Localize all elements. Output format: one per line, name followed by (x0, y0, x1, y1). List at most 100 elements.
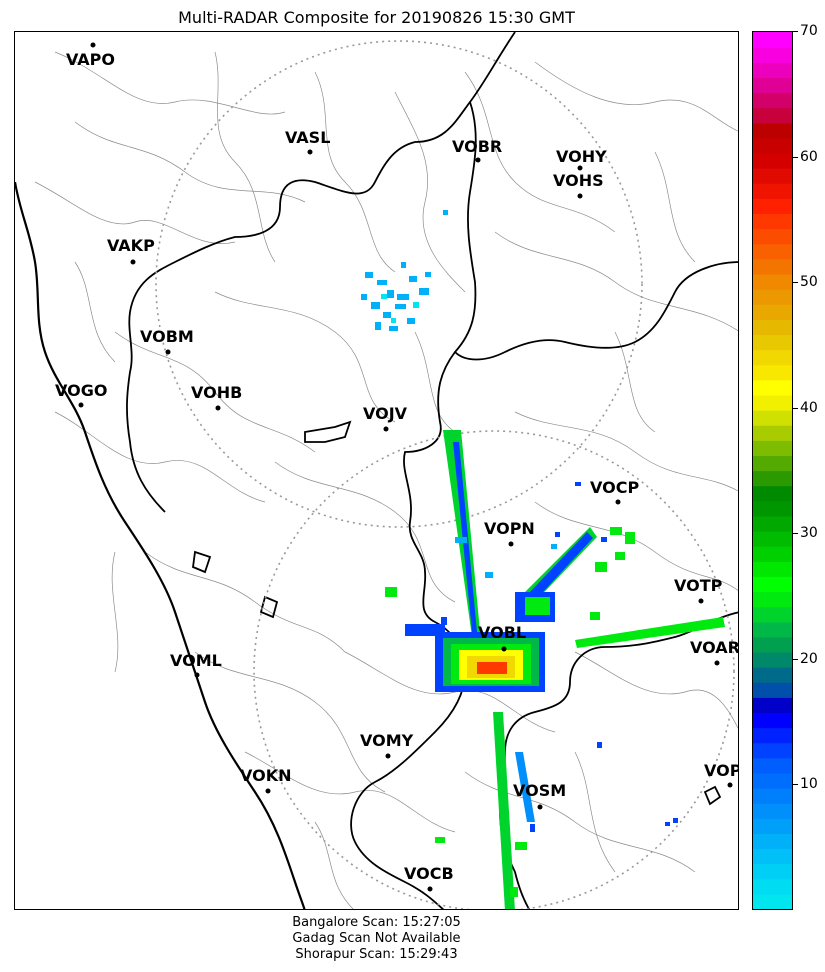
colorbar-band (753, 92, 792, 109)
station-label: VOGO (55, 381, 107, 400)
colorbar-tick (793, 156, 798, 158)
colorbar-band (753, 47, 792, 63)
bangalore-scan-status: Bangalore Scan: 15:27:05 (292, 915, 461, 930)
station-voml: VOML (170, 651, 222, 678)
colorbar-band (753, 410, 792, 426)
station-label: VOBL (478, 623, 526, 642)
core-echo (405, 592, 555, 692)
colorbar-band (753, 621, 792, 638)
colorbar-band (753, 349, 792, 366)
colorbar-tick (793, 282, 798, 284)
colorbar-band (753, 364, 792, 381)
station-markers: VAPO VASL VOBR VOHY VOHS VAKP VOBM VOGO VOHB VOJV… (55, 42, 739, 892)
colorbar-band (753, 455, 792, 472)
station-dot (78, 402, 84, 408)
station-dot (215, 405, 221, 411)
colorbar-band (753, 682, 792, 698)
station-vohs: VOHS (553, 171, 604, 199)
station-dot (307, 149, 313, 155)
station-vopc: VOPC (704, 761, 738, 788)
station-label: VOCP (590, 478, 639, 497)
station-vasl: VASL (285, 128, 330, 155)
colorbar-band (753, 319, 792, 336)
colorbar-band (753, 62, 792, 78)
station-label: VOSM (513, 781, 566, 800)
station-vocp: VOCP (590, 478, 639, 505)
colorbar-band (753, 440, 792, 456)
colorbar-band (753, 561, 792, 577)
colorbar-band (753, 152, 792, 169)
scan-status-footer: Bangalore Scan: 15:27:05 Gadag Scan Not … (14, 915, 739, 963)
station-vobm: VOBM (140, 327, 194, 355)
colorbar-band (753, 168, 792, 184)
station-label: VOJV (363, 404, 408, 423)
colorbar-band (753, 591, 792, 608)
station-vapo: VAPO (66, 42, 115, 69)
station-label: VAPO (66, 50, 115, 69)
station-dot (90, 42, 96, 48)
station-label: VOHS (553, 171, 604, 190)
colorbar-band (753, 848, 792, 865)
station-dot (577, 193, 583, 199)
colorbar-ticks: 10 20 30 40 50 60 70 (793, 24, 825, 910)
station-label: VAKP (107, 236, 155, 255)
colorbar-tick (793, 784, 798, 786)
colorbar-band (753, 727, 792, 744)
station-votp: VOTP (674, 576, 723, 604)
colorbar-band (753, 107, 792, 124)
colorbar-band (753, 334, 792, 351)
colorbar-band (753, 515, 792, 532)
colorbar-band (753, 258, 792, 275)
colorbar-tick (793, 658, 798, 660)
colorbar-band (753, 273, 792, 290)
station-dot (265, 788, 271, 794)
station-voar: VOAR (690, 638, 739, 666)
colorbar-tick (793, 533, 798, 535)
colorbar-band (753, 289, 792, 305)
station-label: VOML (170, 651, 222, 670)
station-label: VOMY (360, 731, 414, 750)
colorbar-band (753, 304, 792, 320)
station-dot (508, 541, 514, 547)
colorbar-tick-label: 30 (800, 525, 818, 542)
colorbar-tick (793, 31, 798, 32)
station-vojv: VOJV (363, 404, 408, 432)
colorbar-band (753, 228, 792, 245)
colorbar-band (753, 772, 792, 789)
colorbar-band (753, 530, 792, 547)
station-vopn: VOPN (484, 519, 535, 547)
colorbar-band (753, 243, 792, 260)
shorapur-scan-status: Shorapur Scan: 15:29:43 (295, 947, 458, 962)
station-label: VOHY (556, 147, 607, 166)
colorbar-band (753, 667, 792, 683)
colorbar-band (753, 394, 792, 411)
station-label: VOCB (404, 864, 454, 883)
station-vohb: VOHB (191, 383, 242, 411)
radar-echoes (361, 210, 725, 909)
colorbar-band (753, 742, 792, 759)
colorbar-tick-label: 70 (800, 23, 818, 39)
station-label: VOAR (690, 638, 739, 657)
station-vobl: VOBL (478, 623, 526, 652)
station-vocb: VOCB (404, 864, 454, 892)
station-vohy: VOHY (556, 147, 607, 171)
colorbar-band (753, 77, 792, 94)
station-dot (385, 753, 391, 759)
colorbar-band (753, 425, 792, 441)
station-vomy: VOMY (360, 731, 414, 759)
colorbar-band (753, 500, 792, 517)
colorbar-band (753, 576, 792, 593)
colorbar-band (753, 122, 792, 139)
station-dot (698, 598, 704, 604)
station-dot (165, 349, 171, 355)
colorbar-tick-label: 10 (800, 776, 818, 793)
colorbar-band (753, 470, 792, 487)
colorbar-band (753, 788, 792, 804)
colorbar-band (753, 863, 792, 880)
colorbar-band (753, 32, 792, 48)
colorbar-tick-label: 40 (800, 399, 818, 416)
colorbar-band (753, 379, 792, 396)
station-dot (577, 165, 583, 171)
station-label: VASL (285, 128, 330, 147)
station-label: VOHB (191, 383, 242, 402)
